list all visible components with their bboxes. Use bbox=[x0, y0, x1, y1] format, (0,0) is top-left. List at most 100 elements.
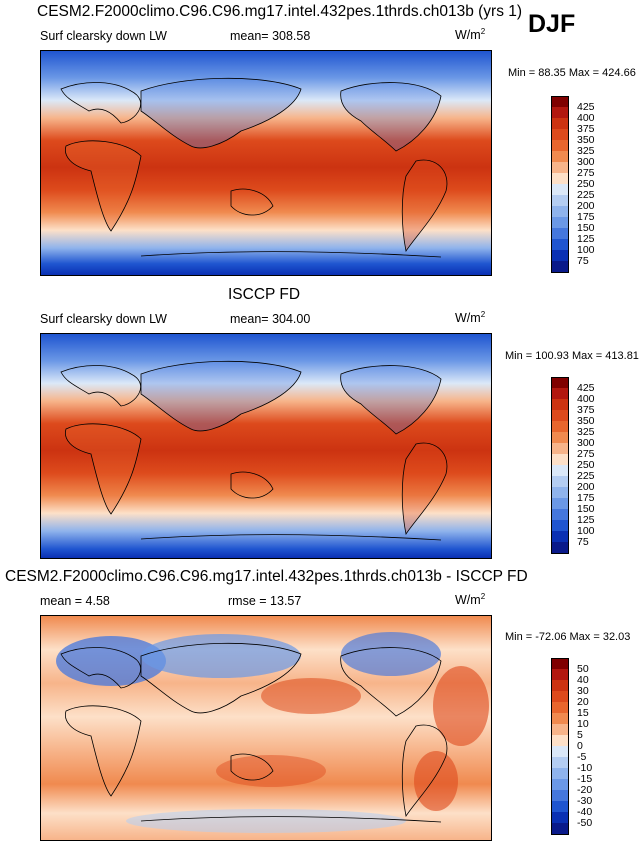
panel1-mean-label: mean= bbox=[230, 29, 269, 43]
colorbar-label: 225 bbox=[577, 469, 595, 482]
panel3-anomalies bbox=[56, 632, 489, 833]
colorbar-label: 0 bbox=[577, 739, 583, 752]
colorbar-swatch bbox=[551, 724, 569, 736]
panel1-map bbox=[40, 50, 492, 276]
colorbar-swatch bbox=[551, 239, 569, 251]
colorbar-label: -5 bbox=[577, 750, 587, 763]
colorbar-swatch bbox=[551, 140, 569, 152]
colorbar-swatch bbox=[551, 735, 569, 747]
colorbar-label: 15 bbox=[577, 706, 589, 719]
colorbar-label: 425 bbox=[577, 381, 595, 394]
panel2-mean-label: mean= bbox=[230, 312, 269, 326]
colorbar-label: 300 bbox=[577, 436, 595, 449]
colorbar-label: 300 bbox=[577, 155, 595, 168]
colorbar-label: -50 bbox=[577, 816, 593, 829]
colorbar-swatch bbox=[551, 195, 569, 207]
colorbar-swatch bbox=[551, 746, 569, 758]
colorbar-label: 75 bbox=[577, 254, 589, 267]
colorbar-swatch bbox=[551, 173, 569, 185]
colorbar-label: 10 bbox=[577, 717, 589, 730]
colorbar-swatch bbox=[551, 757, 569, 769]
colorbar-swatch bbox=[551, 542, 569, 554]
panel3-minmax: Min = -72.06 Max = 32.03 bbox=[505, 631, 631, 643]
colorbar-swatch bbox=[551, 443, 569, 455]
colorbar-swatch bbox=[551, 261, 569, 273]
colorbar-label: 275 bbox=[577, 166, 595, 179]
colorbar-label: 250 bbox=[577, 177, 595, 190]
colorbar-swatch bbox=[551, 377, 569, 389]
panel3-colorbar: 50 40 30 20 15 10 5 0 -5 -10 -15 -20 -30 -40 -50 bbox=[551, 658, 592, 835]
colorbar-swatch bbox=[551, 399, 569, 411]
panel2-title: ISCCP FD bbox=[228, 286, 301, 303]
colorbar-swatch bbox=[551, 801, 569, 813]
colorbar-swatch bbox=[551, 768, 569, 780]
colorbar-swatch bbox=[551, 823, 569, 835]
colorbar-label: 150 bbox=[577, 502, 595, 515]
panel1-land bbox=[60, 77, 448, 258]
panel1-units-exp: 2 bbox=[480, 27, 486, 36]
panel3-units-exp: 2 bbox=[480, 592, 486, 601]
colorbar-label: -15 bbox=[577, 772, 593, 785]
colorbar-swatch bbox=[551, 217, 569, 229]
panel1-units-text: W/m bbox=[455, 28, 481, 43]
colorbar-swatch bbox=[551, 691, 569, 703]
colorbar-label: 50 bbox=[577, 662, 589, 675]
panel2-map-svg bbox=[41, 334, 491, 558]
colorbar-swatch bbox=[551, 531, 569, 543]
colorbar-label: 325 bbox=[577, 144, 595, 157]
colorbar-swatch bbox=[551, 410, 569, 422]
colorbar-label: 175 bbox=[577, 210, 595, 223]
colorbar-label: 225 bbox=[577, 188, 595, 201]
colorbar-label: 5 bbox=[577, 728, 583, 741]
colorbar-label: 375 bbox=[577, 122, 595, 135]
panel3-rmse-label: rmse = bbox=[228, 594, 267, 608]
colorbar-label: 250 bbox=[577, 458, 595, 471]
panel3-mean-label: mean = bbox=[40, 594, 83, 608]
colorbar-swatch bbox=[551, 713, 569, 725]
panel2-units-text: W/m bbox=[455, 311, 481, 326]
colorbar-swatch bbox=[551, 680, 569, 692]
panel1-mean-value: 308.58 bbox=[272, 29, 311, 43]
panel3-units-text: W/m bbox=[455, 593, 481, 608]
panel3-mean-value: 4.58 bbox=[85, 594, 110, 608]
colorbar-swatch bbox=[551, 388, 569, 400]
panel3-rmse: rmse = 13.57 bbox=[228, 594, 301, 608]
panel2-map bbox=[40, 333, 492, 559]
panel2-units: W/m2 bbox=[455, 310, 485, 325]
colorbar-swatch bbox=[551, 487, 569, 499]
colorbar-swatch bbox=[551, 669, 569, 681]
colorbar-label: 275 bbox=[577, 447, 595, 460]
panel1-title: CESM2.F2000climo.C96.C96.mg17.intel.432p… bbox=[37, 3, 523, 20]
panel3-land bbox=[60, 642, 448, 823]
panel2-variable: Surf clearsky down LW bbox=[40, 312, 167, 326]
colorbar-label: 30 bbox=[577, 684, 589, 697]
colorbar-label: 100 bbox=[577, 243, 595, 256]
colorbar-label: 75 bbox=[577, 535, 589, 548]
colorbar-swatch bbox=[551, 520, 569, 532]
colorbar-swatch bbox=[551, 184, 569, 196]
colorbar-label: -30 bbox=[577, 794, 593, 807]
colorbar-label: -20 bbox=[577, 783, 593, 796]
colorbar-label: 400 bbox=[577, 392, 595, 405]
panel3-map bbox=[40, 615, 492, 841]
colorbar-swatch bbox=[551, 129, 569, 141]
colorbar-label: 350 bbox=[577, 414, 595, 427]
colorbar-swatch bbox=[551, 476, 569, 488]
colorbar-swatch bbox=[551, 454, 569, 466]
colorbar-swatch bbox=[551, 151, 569, 163]
colorbar-label: 175 bbox=[577, 491, 595, 504]
panel2-mean-value: 304.00 bbox=[272, 312, 311, 326]
colorbar-swatch bbox=[551, 779, 569, 791]
colorbar-swatch bbox=[551, 465, 569, 477]
panel1-variable: Surf clearsky down LW bbox=[40, 29, 167, 43]
panel3-title: CESM2.F2000climo.C96.C96.mg17.intel.432p… bbox=[5, 568, 528, 585]
panel2-minmax: Min = 100.93 Max = 413.81 bbox=[505, 350, 639, 362]
colorbar-swatch bbox=[551, 812, 569, 824]
colorbar-label: 40 bbox=[577, 673, 589, 686]
colorbar-label: 125 bbox=[577, 513, 595, 526]
panel3-rmse-value: 13.57 bbox=[270, 594, 302, 608]
colorbar-label: 425 bbox=[577, 100, 595, 113]
panel3-mean: mean = 4.58 bbox=[40, 594, 110, 608]
colorbar-label: 200 bbox=[577, 199, 595, 212]
colorbar-label: 20 bbox=[577, 695, 589, 708]
